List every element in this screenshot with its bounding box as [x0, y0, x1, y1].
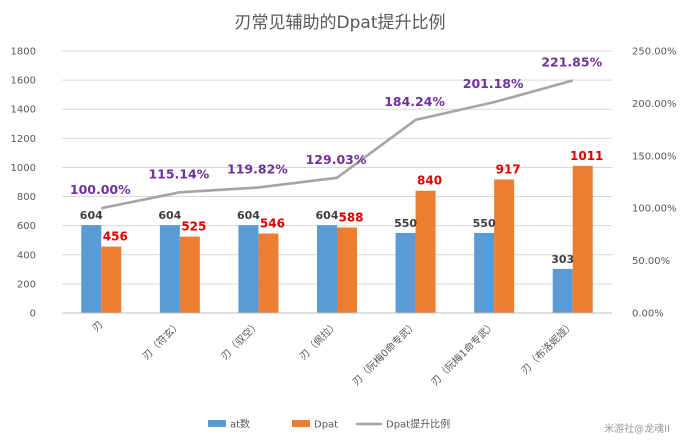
data-label-pct: 119.82% — [227, 161, 288, 176]
x-tick-label: 刃（驭空） — [218, 318, 263, 363]
y-left-tick-label: 600 — [17, 221, 36, 232]
y-right-tick-label: 150.00% — [632, 151, 677, 162]
bar-dpat — [494, 179, 515, 313]
bar-at — [474, 232, 495, 313]
legend-swatch — [292, 420, 310, 427]
x-tick-label: 刃（阮梅0命专武） — [349, 318, 419, 388]
bar-at — [552, 268, 573, 313]
data-label-pct: 221.85% — [541, 55, 602, 70]
y-left-tick-label: 1400 — [11, 105, 36, 116]
x-tick-label: 刃（佩拉） — [297, 318, 342, 363]
legend-swatch — [208, 420, 226, 427]
data-label-dpat: 525 — [181, 220, 206, 234]
data-label-pct: 100.00% — [70, 182, 131, 197]
y-left-tick-label: 1000 — [11, 163, 36, 174]
legend-label: at数 — [230, 418, 250, 431]
y-left-tick-label: 0 — [30, 309, 36, 320]
x-tick-label: 刃（符玄） — [139, 318, 184, 363]
y-left-tick-label: 800 — [17, 192, 36, 203]
data-label-at: 604 — [316, 209, 339, 222]
data-label-dpat: 456 — [103, 230, 128, 244]
y-right-tick-label: 0.00% — [632, 309, 664, 320]
data-label-at: 303 — [551, 253, 574, 266]
y-left-tick-label: 1600 — [11, 76, 36, 87]
y-left-tick-label: 1200 — [11, 134, 36, 145]
data-label-at: 604 — [158, 209, 181, 222]
series-line-dpat-ratio — [101, 79, 574, 210]
data-label-dpat: 1011 — [570, 149, 603, 163]
y-left-tick-label: 1800 — [11, 47, 36, 58]
x-tick-label: 刃（阮梅1命专武） — [428, 318, 498, 388]
y-right-tick-label: 50.00% — [632, 256, 670, 267]
data-label-pct: 201.18% — [463, 76, 524, 91]
data-label-pct: 129.03% — [306, 152, 367, 167]
bar-dpat — [101, 246, 122, 313]
y-left-tick-label: 200 — [17, 279, 36, 290]
data-label-dpat: 917 — [496, 163, 521, 177]
bar-dpat — [572, 165, 593, 313]
bar-at — [238, 225, 259, 313]
bar-at — [395, 232, 416, 313]
bar-dpat — [258, 233, 279, 313]
data-label-dpat: 840 — [417, 174, 442, 188]
data-label-dpat: 546 — [260, 217, 285, 231]
bar-at — [317, 225, 337, 313]
y-right-tick-label: 100.00% — [632, 204, 677, 215]
chart-title: 刃常见辅助的Dpat提升比例 — [235, 13, 446, 33]
data-label-pct: 184.24% — [384, 94, 445, 109]
watermark: 米游社@龙魂II — [604, 422, 670, 435]
data-label-at: 550 — [473, 217, 496, 230]
y-right-tick-label: 250.00% — [632, 47, 677, 58]
bar-at — [159, 225, 180, 313]
bar-dpat — [415, 190, 436, 313]
data-label-at: 604 — [237, 209, 260, 222]
x-tick-label: 刃（布洛妮娅） — [518, 318, 577, 377]
data-label-at: 604 — [80, 209, 103, 222]
data-label-dpat: 588 — [338, 210, 363, 224]
bar-dpat — [179, 236, 200, 313]
legend-label: Dpat提升比例 — [386, 418, 450, 431]
y-right-tick-label: 200.00% — [632, 99, 677, 110]
bar-dpat — [337, 227, 357, 313]
data-label-at: 550 — [394, 217, 417, 230]
x-tick-label: 刃 — [91, 319, 106, 334]
bar-at — [81, 225, 102, 313]
data-label-pct: 115.14% — [148, 166, 209, 181]
legend-label: Dpat — [314, 420, 338, 431]
y-left-tick-label: 400 — [17, 250, 36, 261]
